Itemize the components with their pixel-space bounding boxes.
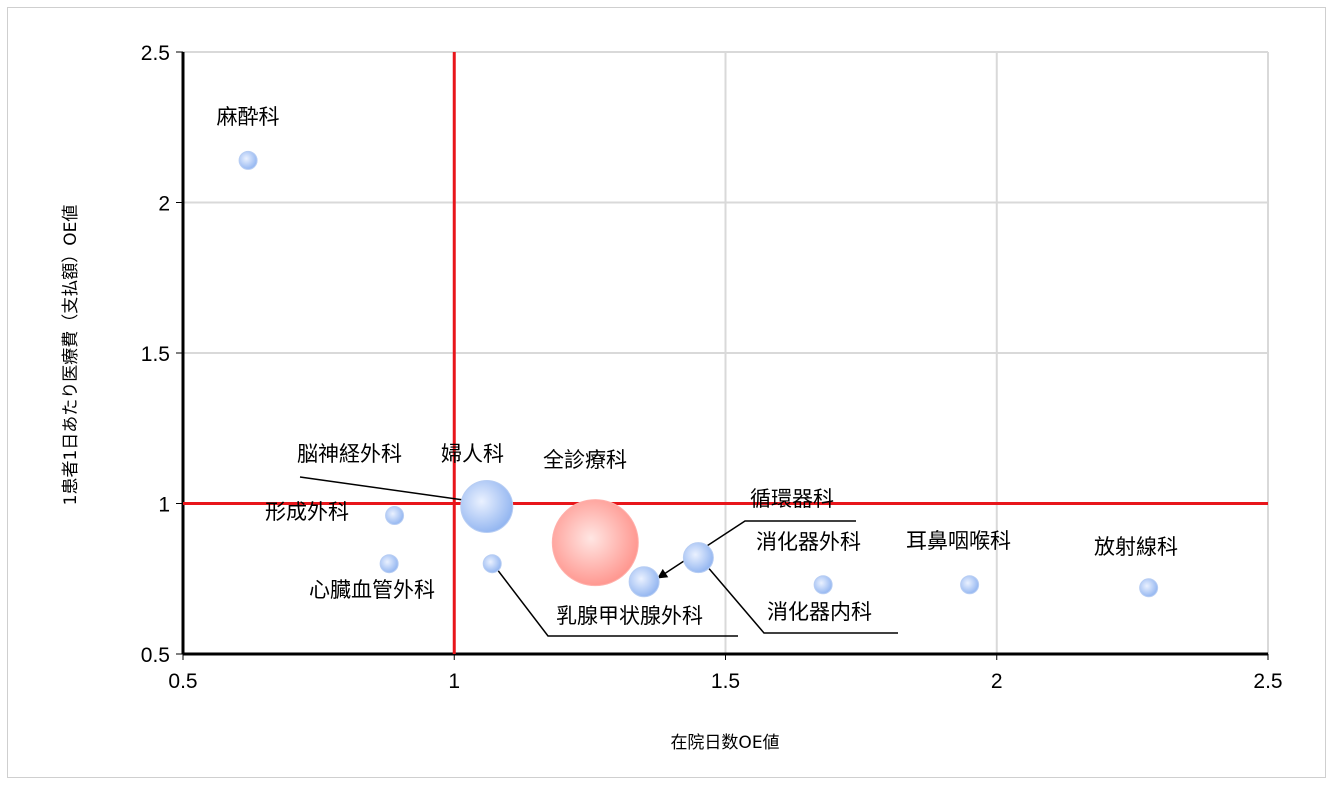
x-tick-label: 1 [448, 670, 460, 693]
point-label: 放射線科 [1094, 535, 1178, 559]
leader-line [299, 476, 486, 504]
point-label: 麻酔科 [217, 105, 280, 129]
data-point [482, 554, 502, 574]
x-axis-label: 在院日数OE値 [670, 733, 779, 753]
point-label: 乳腺甲状腺外科 [556, 604, 703, 628]
data-point [379, 554, 399, 574]
gridlines [183, 51, 1269, 654]
point-label: 全診療科 [543, 448, 627, 472]
x-tick-label: 0.5 [168, 670, 197, 693]
y-tick-label: 2.5 [141, 42, 170, 65]
point-label: 循環器科 [750, 487, 834, 511]
y-tick-label: 1.5 [141, 343, 170, 366]
data-points [238, 150, 1159, 598]
x-tick-label: 1.5 [711, 670, 740, 693]
data-point [460, 480, 514, 534]
data-point [551, 499, 639, 587]
y-tick-label: 0.5 [141, 644, 170, 667]
point-label: 耳鼻咽喉科 [906, 529, 1011, 553]
data-point [682, 542, 714, 574]
chart-frame [7, 7, 1326, 778]
y-tick-label: 1 [158, 494, 170, 517]
x-tick-label: 2 [991, 670, 1003, 693]
point-label: 心臓血管外科 [309, 578, 435, 602]
point-label: 形成外科 [265, 500, 349, 524]
data-point [385, 506, 405, 526]
point-label: 脳神経外科 [297, 442, 402, 466]
leader-lines [299, 476, 898, 637]
point-label: 婦人科 [441, 442, 504, 466]
data-point [628, 566, 660, 598]
x-tick-label: 2.5 [1253, 670, 1282, 693]
data-point [960, 575, 980, 595]
leader-line [489, 559, 738, 637]
leader-line [699, 557, 898, 634]
data-point [238, 150, 258, 170]
data-point [1139, 578, 1159, 598]
reference-lines [183, 52, 1268, 654]
y-tick-label: 2 [158, 193, 170, 216]
point-label: 消化器外科 [756, 530, 861, 554]
point-label: 消化器内科 [767, 600, 872, 624]
axes: 0.5 1 1.5 2 2.5 0.5 1 1.5 2 2.5 [141, 42, 1283, 693]
y-axis-label: 1患者1日あたり医療費（支払額）OE値 [61, 205, 81, 506]
data-point [813, 575, 833, 595]
